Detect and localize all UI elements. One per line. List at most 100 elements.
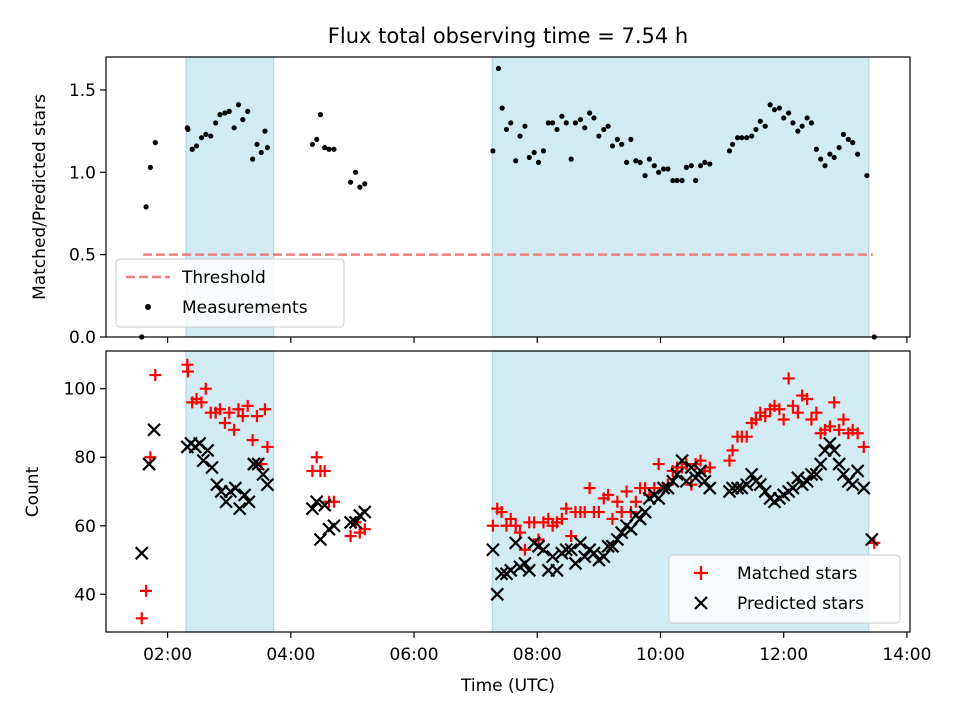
top-y-tick-label: 1.0 bbox=[69, 163, 96, 183]
bottom-x-ticks: 02:00 04:00 06:00 08:00 10:00 12:00 14:00 bbox=[143, 632, 931, 665]
predicted-star-point bbox=[313, 532, 328, 547]
matched-star-point bbox=[726, 444, 739, 457]
measurement-point bbox=[628, 136, 634, 142]
matched-star-point bbox=[583, 482, 596, 495]
predicted-star-point bbox=[205, 460, 219, 475]
measurement-point bbox=[250, 156, 256, 162]
measurement-point bbox=[637, 159, 643, 166]
measurement-point bbox=[596, 133, 602, 139]
predicted-star-point bbox=[219, 495, 233, 509]
top-y-axis-label: Matched/Predicted stars bbox=[30, 94, 50, 300]
chart-title: Flux total observing time = 7.54 h bbox=[328, 24, 688, 48]
matched-star-point bbox=[228, 423, 241, 436]
matched-star-point bbox=[833, 423, 846, 436]
measurement-point bbox=[776, 105, 782, 111]
matched-star-point bbox=[805, 413, 818, 426]
measurement-point bbox=[813, 146, 819, 152]
measurement-point bbox=[734, 135, 741, 141]
measurement-point bbox=[352, 169, 359, 175]
matched-star-point bbox=[823, 420, 836, 433]
measurement-point bbox=[331, 146, 337, 152]
matched-star-point bbox=[149, 368, 162, 381]
measurement-point bbox=[726, 148, 733, 154]
measurement-point bbox=[309, 141, 315, 147]
predicted-star-point bbox=[753, 477, 768, 492]
measurement-point bbox=[591, 115, 597, 121]
predicted-star-point bbox=[850, 464, 865, 478]
predicted-star-point bbox=[305, 501, 320, 516]
measurement-point bbox=[258, 149, 264, 156]
measurement-point bbox=[850, 140, 856, 146]
predicted-star-point bbox=[614, 525, 629, 540]
matched-star-point bbox=[358, 523, 371, 536]
predicted-star-point bbox=[688, 471, 703, 485]
top-y-ticks: 0.0 0.5 1.0 1.5 bbox=[69, 81, 106, 348]
measurement-point bbox=[822, 163, 828, 169]
predicted-star-point bbox=[865, 532, 879, 547]
predicted-star-point bbox=[597, 549, 611, 564]
measurement-point bbox=[674, 177, 680, 184]
measurement-point bbox=[808, 120, 815, 126]
predicted-star-point bbox=[675, 453, 689, 468]
measurement-point bbox=[697, 163, 704, 169]
measurement-point bbox=[790, 120, 796, 126]
measurement-point bbox=[326, 146, 332, 152]
predicted-star-point bbox=[357, 505, 372, 519]
measurement-point bbox=[490, 148, 496, 154]
matched-star-point bbox=[837, 413, 850, 426]
measurement-point bbox=[855, 151, 861, 157]
predicted-star-point bbox=[486, 542, 500, 557]
predicted-star-point bbox=[564, 542, 578, 557]
predicted-star-point bbox=[605, 539, 620, 554]
measurement-point bbox=[563, 120, 569, 126]
predicted-star-point bbox=[522, 563, 537, 578]
measurement-point bbox=[357, 184, 363, 190]
measurement-point bbox=[836, 144, 842, 151]
measurement-point bbox=[619, 141, 625, 147]
predicted-star-point bbox=[791, 471, 805, 485]
measurement-point bbox=[646, 156, 652, 162]
measurement-point bbox=[231, 125, 237, 131]
x-tick-label: 04:00 bbox=[266, 645, 315, 665]
predicted-star-point bbox=[601, 539, 615, 554]
predicted-star-point bbox=[661, 481, 675, 495]
matched-star-point bbox=[514, 526, 527, 539]
matched-star-point bbox=[509, 519, 522, 532]
matched-star-point bbox=[250, 410, 263, 423]
matched-star-point bbox=[261, 440, 274, 453]
top-y-tick-label: 1.5 bbox=[69, 81, 96, 101]
measurement-point bbox=[535, 159, 542, 166]
top-legend: Threshold Measurements bbox=[115, 258, 345, 328]
legend-measurements-label: Measurements bbox=[182, 298, 308, 318]
measurement-point bbox=[683, 164, 689, 170]
matched-star-point bbox=[694, 454, 707, 467]
x-tick-label: 12:00 bbox=[759, 645, 808, 665]
legend-predicted-swatch bbox=[694, 596, 708, 610]
measurement-point bbox=[503, 126, 510, 133]
predicted-star-point bbox=[142, 457, 156, 471]
matched-star-point bbox=[791, 406, 804, 419]
matched-star-point bbox=[223, 406, 236, 419]
legend-predicted-label: Predicted stars bbox=[737, 594, 864, 614]
predicted-star-point bbox=[577, 549, 592, 564]
predicted-star-point bbox=[670, 467, 684, 482]
top-shaded-interval bbox=[491, 56, 870, 338]
measurement-point bbox=[656, 169, 662, 175]
bottom-legend: Matched stars Predicted stars bbox=[668, 554, 901, 624]
predicted-star-point bbox=[550, 563, 564, 578]
measurement-point bbox=[262, 128, 268, 134]
measurement-point bbox=[827, 151, 833, 157]
matched-star-point bbox=[232, 403, 245, 416]
legend-matched-label: Matched stars bbox=[737, 564, 857, 584]
predicted-star-point bbox=[656, 481, 671, 495]
measurement-point bbox=[679, 177, 685, 184]
measurement-point bbox=[240, 116, 246, 123]
measurement-point bbox=[864, 172, 870, 179]
predicted-star-point bbox=[228, 481, 243, 495]
predicted-star-point bbox=[309, 495, 324, 509]
x-tick-label: 06:00 bbox=[390, 645, 439, 665]
predicted-star-point bbox=[573, 536, 588, 550]
predicted-star-point bbox=[857, 481, 871, 495]
predicted-star-point bbox=[559, 542, 573, 557]
measurement-point bbox=[254, 141, 260, 147]
